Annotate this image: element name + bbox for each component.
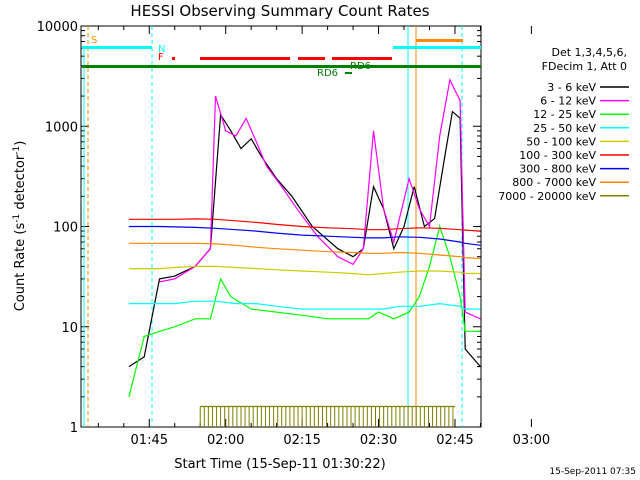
legend-entry: 50 - 100 keV bbox=[526, 135, 596, 148]
y-tick-label: 1000 bbox=[45, 120, 78, 135]
y-tick-label: 1 bbox=[70, 421, 78, 436]
flag-label: F bbox=[158, 52, 164, 63]
x-tick-label: 02:30 bbox=[360, 433, 397, 448]
legend-entry: 6 - 12 keV bbox=[540, 95, 596, 108]
decim-flag-bar bbox=[82, 65, 481, 68]
series-line bbox=[128, 224, 481, 397]
plot-area: 1 10 100 1000 10000 01:45 02:00 02:15 02:30 02:4… bbox=[37, 20, 550, 448]
legend-entry: 12 - 25 keV bbox=[533, 108, 596, 121]
legend: Det 1,3,4,5,6,FDecim 1, Att 0 3 - 6 keV6 … bbox=[498, 46, 629, 203]
x-tick-label: 02:15 bbox=[283, 433, 320, 448]
flare-flag-bar bbox=[200, 57, 290, 60]
y-tick-label: 10 bbox=[61, 321, 78, 336]
x-tick-label: 02:45 bbox=[436, 433, 473, 448]
flag-label: RD6 bbox=[317, 68, 338, 79]
x-tick-label: 02:00 bbox=[207, 433, 244, 448]
flag-label: S bbox=[91, 35, 97, 46]
legend-entry: 800 - 7000 keV bbox=[512, 176, 596, 189]
night-flag-bar bbox=[82, 46, 152, 49]
series-line bbox=[128, 110, 481, 368]
saa-night-guides bbox=[83, 26, 463, 427]
series-line bbox=[128, 265, 481, 276]
legend-entry: 7000 - 20000 keV bbox=[498, 190, 596, 203]
legend-entry: 25 - 50 keV bbox=[533, 122, 596, 135]
rd6-flag-bar bbox=[345, 72, 352, 74]
series-line bbox=[128, 225, 481, 246]
flag-bars: S NF RD6 RD6 bbox=[82, 35, 481, 79]
flare-flag-bar bbox=[298, 57, 325, 60]
legend-entry: 3 - 6 keV bbox=[547, 81, 596, 94]
series-lines bbox=[128, 77, 481, 427]
x-axis: 01:45 02:00 02:15 02:30 02:45 03:00 bbox=[97, 26, 550, 448]
night-flag-bar bbox=[393, 46, 481, 49]
series-line bbox=[128, 242, 481, 260]
x-tick-label: 03:00 bbox=[513, 433, 550, 448]
series-line bbox=[128, 218, 481, 232]
x-tick-label: 01:45 bbox=[131, 433, 168, 448]
series-line bbox=[128, 300, 481, 310]
series-line bbox=[159, 77, 481, 320]
legend-entry: 100 - 300 keV bbox=[519, 149, 596, 162]
y-tick-label: 100 bbox=[53, 221, 78, 236]
flare-flag-bar bbox=[332, 57, 392, 60]
flag-label: RD6 bbox=[350, 61, 371, 72]
timestamp: 15-Sep-2011 07:35 bbox=[549, 467, 636, 477]
chart-title: HESSI Observing Summary Count Rates bbox=[130, 2, 429, 20]
y-axis-label: Count Rate (s-1 detector-1) bbox=[12, 141, 28, 312]
flare-flag-bar bbox=[172, 57, 175, 60]
legend-header: Det 1,3,4,5,6, bbox=[551, 46, 627, 59]
x-axis-label: Start Time (15-Sep-11 01:30:22) bbox=[174, 457, 385, 472]
legend-entry: 300 - 800 keV bbox=[519, 163, 596, 176]
legend-header: FDecim 1, Att 0 bbox=[542, 60, 627, 73]
saa-flag-bar bbox=[416, 39, 463, 42]
flag-label: N bbox=[158, 44, 165, 55]
y-tick-label: 10000 bbox=[37, 20, 78, 35]
